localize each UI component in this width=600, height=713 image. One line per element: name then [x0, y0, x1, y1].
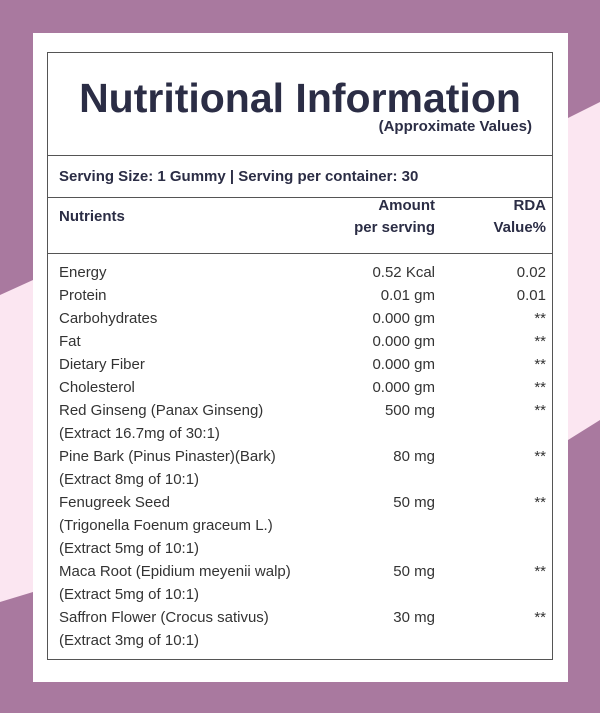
rda-value: ** — [534, 563, 546, 580]
serving-info: Serving Size: 1 Gummy | Serving per cont… — [59, 168, 419, 185]
rda-value: 0.01 — [516, 287, 546, 304]
column-header: RDA — [513, 197, 547, 214]
amount: 0.000 gm — [372, 333, 435, 350]
card: Nutritional Information (Approximate Val… — [33, 33, 568, 682]
nutrition-box: Nutritional Information (Approximate Val… — [47, 52, 553, 660]
rda-value: 0.02 — [516, 264, 546, 281]
column-header: per serving — [354, 219, 435, 236]
amount: 0.000 gm — [372, 356, 435, 373]
nutrient-name: (Extract 5mg of 10:1) — [59, 586, 200, 603]
nutrient-name: (Extract 16.7mg of 30:1) — [59, 425, 220, 442]
nutrient-name: Saffron Flower (Crocus sativus) — [59, 609, 269, 626]
amount: 50 mg — [393, 494, 435, 511]
nutrient-name: Energy — [59, 264, 107, 281]
nutrient-name: Fenugreek Seed — [59, 494, 170, 511]
column-header: Value% — [493, 219, 546, 236]
nutrient-name: Protein — [59, 287, 107, 304]
rda-value: ** — [534, 609, 546, 626]
subtitle: (Approximate Values) — [378, 118, 532, 135]
rda-value: ** — [534, 333, 546, 350]
nutrient-name: Carbohydrates — [59, 310, 158, 327]
bg-shape — [568, 102, 600, 440]
amount: 0.01 gm — [380, 287, 435, 304]
nutrient-name: Maca Root (Epidium meyenii walp) — [59, 563, 291, 580]
title: Nutritional Information — [79, 75, 521, 121]
nutrient-name: (Extract 3mg of 10:1) — [59, 632, 200, 649]
nutrient-name: (Extract 5mg of 10:1) — [59, 540, 200, 557]
divider — [48, 253, 552, 254]
rda-value: ** — [534, 402, 546, 419]
nutrient-name: Dietary Fiber — [59, 356, 145, 373]
rda-value: ** — [534, 356, 546, 373]
amount: 500 mg — [384, 402, 435, 419]
amount: 0.000 gm — [372, 379, 435, 396]
column-header: Nutrients — [59, 208, 125, 225]
nutrient-name: Cholesterol — [59, 379, 135, 396]
amount: 0.52 Kcal — [372, 264, 435, 281]
amount: 50 mg — [393, 563, 435, 580]
column-header: Amount — [378, 197, 435, 214]
nutrient-name: (Extract 8mg of 10:1) — [59, 471, 200, 488]
amount: 0.000 gm — [372, 310, 435, 327]
bg-shape — [0, 280, 33, 602]
amount: 30 mg — [393, 609, 435, 626]
rda-value: ** — [534, 448, 546, 465]
nutrient-name: Fat — [59, 333, 81, 350]
amount: 80 mg — [393, 448, 435, 465]
rda-value: ** — [534, 494, 546, 511]
divider — [48, 197, 552, 198]
nutrient-name: (Trigonella Foenum graceum L.) — [59, 517, 273, 534]
rda-value: ** — [534, 379, 546, 396]
divider — [48, 155, 552, 156]
nutrient-name: Pine Bark (Pinus Pinaster)(Bark) — [59, 448, 276, 465]
nutrient-name: Red Ginseng (Panax Ginseng) — [59, 402, 264, 419]
rda-value: ** — [534, 310, 546, 327]
